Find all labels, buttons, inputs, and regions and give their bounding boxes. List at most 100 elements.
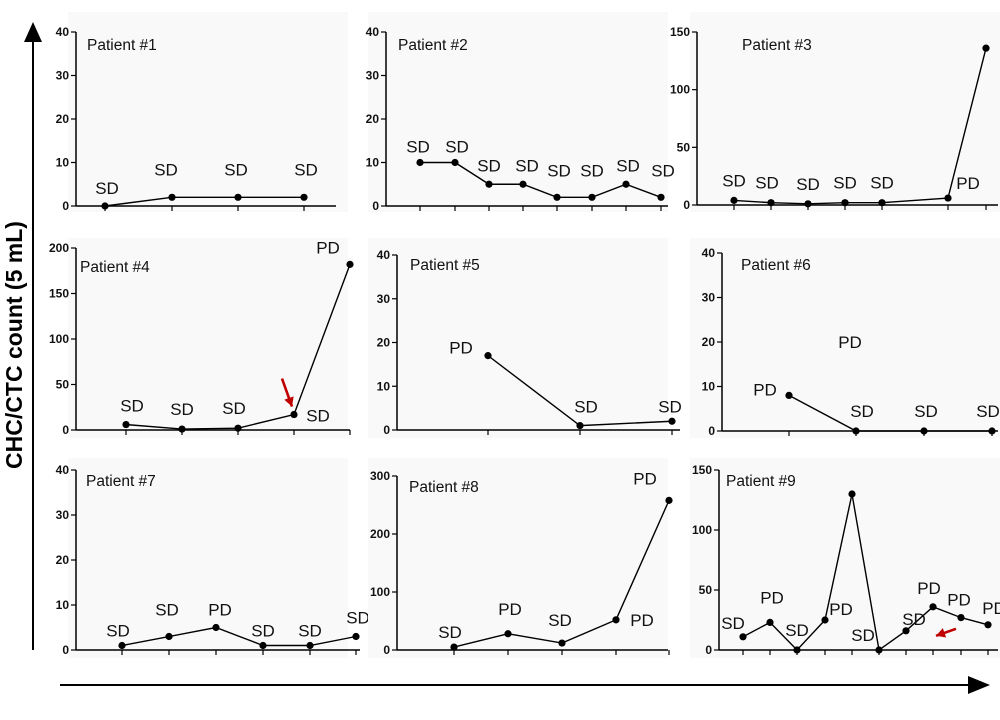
y-tick-label: 0 <box>383 643 390 657</box>
response-label: SD <box>445 138 469 157</box>
data-point <box>668 417 676 425</box>
data-point <box>168 193 176 201</box>
panel-title: Patient #5 <box>410 257 480 274</box>
y-tick-label: 300 <box>370 469 390 483</box>
data-point <box>588 193 596 201</box>
panel-background <box>68 238 348 438</box>
y-tick-label: 100 <box>670 83 690 97</box>
y-tick-label: 150 <box>692 463 712 477</box>
response-label: SD <box>154 160 178 179</box>
panels: 0 10 20 30 40 Patient #1 SD SD SD SD 0 10 20 30 40 Pati… <box>49 12 1000 658</box>
data-point <box>944 194 952 202</box>
response-label: SD <box>658 397 682 416</box>
data-point <box>730 196 738 204</box>
data-point <box>558 639 566 647</box>
response-label: SD <box>155 601 179 620</box>
response-label: SD <box>515 156 539 175</box>
response-label: SD <box>574 398 598 417</box>
response-label: SD <box>616 156 640 175</box>
data-point <box>766 618 774 627</box>
y-tick-label: 100 <box>370 585 390 599</box>
data-point <box>553 193 561 201</box>
panel-title: Patient #3 <box>742 37 812 54</box>
response-label: SD <box>914 402 938 421</box>
data-point <box>767 199 775 207</box>
response-label: SD <box>106 622 130 641</box>
y-tick-label: 40 <box>377 248 391 262</box>
data-point <box>178 425 186 433</box>
y-tick-label: 30 <box>366 69 380 83</box>
y-tick-label: 0 <box>383 423 390 437</box>
data-point <box>929 603 937 611</box>
panel-title: Patient #6 <box>741 257 811 274</box>
data-point <box>657 193 665 201</box>
response-label: SD <box>224 160 248 179</box>
data-point <box>234 424 242 432</box>
data-point <box>352 632 360 641</box>
panel-background <box>368 458 668 658</box>
data-point <box>875 646 883 654</box>
y-tick-label: 0 <box>62 199 69 213</box>
data-point <box>988 427 996 435</box>
response-label: SD <box>298 622 322 641</box>
panel-title: Patient #4 <box>80 259 150 276</box>
data-point <box>346 260 354 268</box>
y-tick-label: 30 <box>56 508 70 522</box>
y-tick-label: 40 <box>56 25 70 39</box>
panel-background <box>690 12 1000 212</box>
panel-patient-4: 0 50 100 150 200 Patient #4 SD SD SD SD PD <box>49 238 354 438</box>
panel-patient-5: 0 10 20 30 40 Patient #5 PD SD SD <box>368 238 682 438</box>
data-point <box>165 632 173 641</box>
y-tick-label: 50 <box>56 378 70 392</box>
y-tick-label: 10 <box>702 380 716 394</box>
response-label: SD <box>976 402 1000 421</box>
y-tick-label: 150 <box>49 287 69 301</box>
data-point <box>920 427 928 435</box>
response-label: SD <box>755 174 779 193</box>
response-label: PD <box>449 339 473 358</box>
y-tick-label: 50 <box>677 140 691 154</box>
y-tick-label: 0 <box>62 423 69 437</box>
y-tick-label: 30 <box>377 292 391 306</box>
y-tick-label: 20 <box>56 553 70 567</box>
panel-patient-8: 0 100 200 300 Patient #8 SD PD SD PD PD <box>368 458 673 658</box>
data-point <box>450 643 458 651</box>
data-point <box>101 202 109 210</box>
data-point <box>841 199 849 207</box>
y-tick-label: 100 <box>49 332 69 346</box>
data-point <box>504 630 512 638</box>
response-label: PD <box>838 333 862 352</box>
response-label: SD <box>438 623 462 642</box>
response-label: SD <box>306 407 330 426</box>
vertical-arrowhead <box>24 22 42 42</box>
data-point <box>234 193 242 201</box>
data-point <box>485 180 493 188</box>
response-label: SD <box>547 161 571 180</box>
red-arrow-head <box>284 396 294 407</box>
response-label: SD <box>833 174 857 193</box>
panel-patient-1: 0 10 20 30 40 Patient #1 SD SD SD SD <box>56 12 348 213</box>
data-point <box>122 420 130 429</box>
data-point <box>793 646 801 654</box>
data-point <box>290 410 298 419</box>
response-label: PD <box>760 588 784 607</box>
response-label: PD <box>633 469 657 488</box>
y-tick-label: 100 <box>692 523 712 537</box>
data-point <box>212 623 220 632</box>
data-point <box>902 627 910 635</box>
response-label: SD <box>251 622 275 641</box>
y-tick-label: 0 <box>62 643 69 657</box>
response-label: SD <box>580 161 604 180</box>
data-point <box>259 641 267 650</box>
panel-title: Patient #1 <box>87 37 157 54</box>
data-point <box>821 616 829 624</box>
response-label: SD <box>170 400 194 419</box>
response-label: SD <box>850 402 874 421</box>
response-label: SD <box>902 610 926 629</box>
response-label: PD <box>316 238 340 257</box>
response-label: PD <box>982 599 1000 618</box>
y-tick-label: 20 <box>377 336 391 350</box>
response-label: SD <box>851 626 875 645</box>
